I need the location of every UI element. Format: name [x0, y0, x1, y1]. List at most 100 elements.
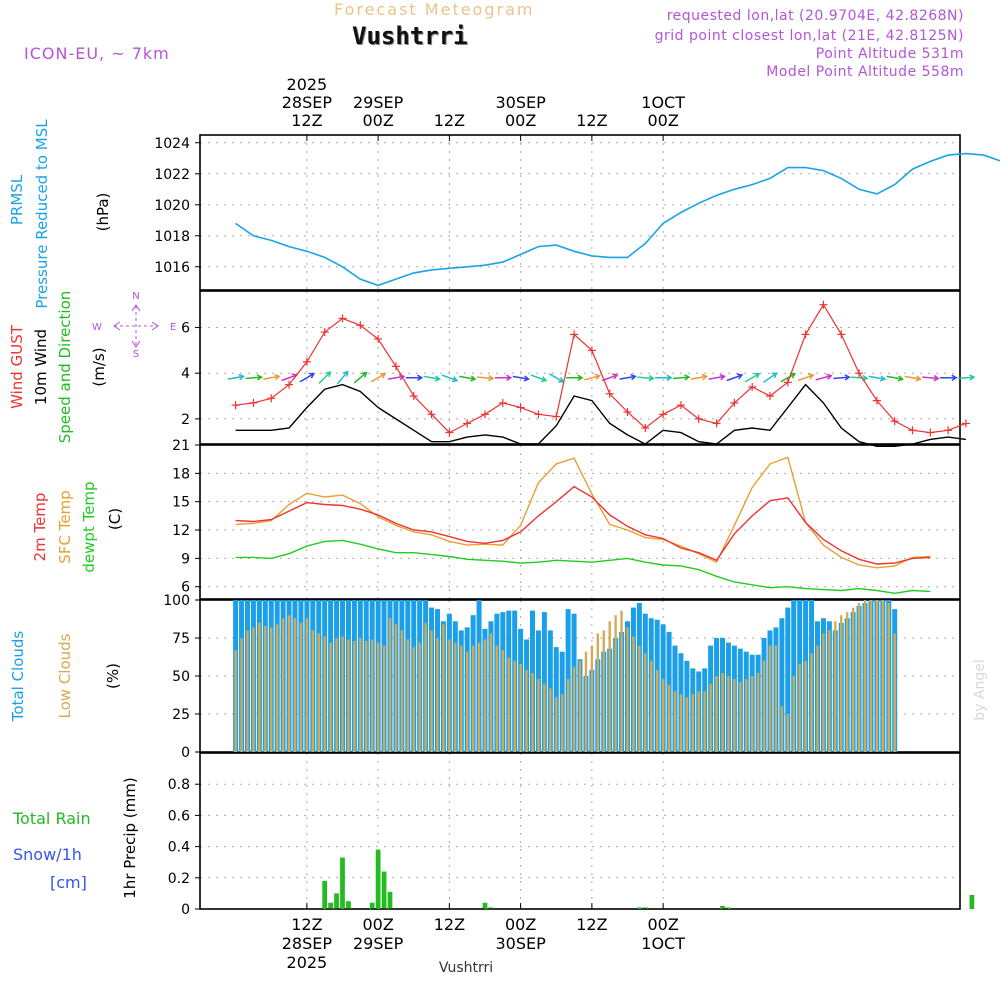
low-clouds-bar [691, 694, 694, 752]
wind-direction-arrowhead [434, 375, 441, 382]
low-clouds-bar [418, 642, 421, 752]
time-label-top: 12Z [291, 111, 322, 130]
low-clouds-bar [721, 672, 724, 752]
compass-east-label: E [170, 322, 176, 333]
low-clouds-bar [780, 706, 784, 752]
pressure-line [235, 152, 1000, 287]
wind-direction-arrow [672, 376, 689, 380]
low-clouds-bar [810, 653, 813, 752]
wind-direction-arrow [904, 375, 921, 380]
model-point-altitude: Model Point Altitude 558m [766, 64, 964, 80]
low-clouds-bar [840, 615, 843, 752]
wind-direction-arrowhead [488, 374, 495, 382]
wind-direction-arrow [353, 372, 367, 384]
low-clouds-bar [887, 603, 890, 752]
wind-direction-label: Speed and Direction [56, 291, 74, 444]
total-clouds-bar [785, 607, 791, 752]
precip-unit-label: 1hr Precip (mm) [121, 777, 139, 898]
footer-location: Vushtrri [439, 960, 493, 976]
low-clouds-bar [863, 600, 867, 752]
low-clouds-bar [359, 638, 362, 752]
low-clouds-bar [733, 679, 736, 752]
low-clouds-bar [341, 636, 344, 752]
wind-direction-arrowhead [558, 377, 565, 383]
wind-direction-arrow [922, 376, 939, 380]
low-clouds-bar [869, 600, 873, 752]
low-clouds-bar [881, 600, 884, 752]
low-clouds-bar [768, 645, 772, 752]
compass-south-label: S [133, 349, 139, 360]
low-clouds-bar [745, 679, 748, 752]
wind-direction-arrow [601, 374, 618, 382]
low-clouds-bar [400, 630, 404, 752]
wind-direction-arrowhead [470, 375, 477, 382]
low-clouds-bar [822, 633, 825, 752]
low-clouds-bar [804, 660, 807, 752]
prmsl-label: PRMSL [8, 174, 26, 225]
low-clouds-bar [353, 641, 356, 752]
low-clouds-bar [281, 618, 285, 752]
compass-north-label: N [132, 291, 139, 302]
wind-direction-arrowhead [666, 374, 673, 381]
time-label-top: 2025 [287, 75, 328, 94]
temperature-ytick-label: 21 [172, 438, 190, 454]
precip-ytick-label: 0.4 [168, 840, 190, 856]
wind-direction-arrowhead [648, 374, 655, 382]
low-clouds-bar [572, 666, 576, 752]
temperature-ytick-label: 18 [172, 466, 190, 482]
temperature-ytick-label: 12 [172, 523, 190, 539]
low-clouds-bar [584, 651, 588, 752]
low-clouds-bar [347, 639, 350, 752]
low-clouds-bar [436, 638, 439, 752]
low-clouds-bar [786, 714, 789, 752]
wind-direction-arrow [957, 376, 974, 380]
snow-label: Snow/1h [13, 845, 82, 864]
time-label-bottom: 12Z [291, 915, 322, 934]
rain-bar [381, 871, 387, 909]
wind-gust-line [235, 303, 967, 434]
time-label-top: 30SEP [495, 93, 546, 112]
rain-bar [346, 901, 351, 909]
time-label-bottom: 00Z [362, 915, 393, 934]
wind-direction-arrowhead [540, 376, 548, 383]
low-clouds-bar [454, 642, 457, 752]
time-label-bottom: 00Z [505, 915, 536, 934]
low-clouds-bar [412, 647, 415, 752]
dewpt-temp-label: dewpt Temp [80, 481, 98, 572]
rain-bar [642, 907, 648, 909]
rain-bar [375, 849, 381, 909]
rain-bar [340, 857, 345, 909]
low-clouds-bar [875, 600, 879, 752]
precip-ytick-label: 0.2 [168, 871, 190, 887]
temperature-ytick-label: 15 [172, 495, 190, 511]
wind-direction-arrow [336, 371, 349, 385]
precip-panel-frame [199, 752, 961, 910]
low-clouds-bar [561, 694, 564, 752]
low-clouds-bar [299, 622, 303, 752]
wind-direction-arrow [780, 373, 796, 383]
wind-direction-arrow [583, 374, 600, 381]
pressure-ytick-label: 1016 [154, 260, 190, 276]
pressure-ytick-label: 1022 [154, 167, 190, 183]
low-clouds-bar [406, 639, 409, 752]
wind-direction-arrowhead [879, 375, 887, 382]
wind-direction-arrow [619, 375, 636, 380]
wind-direction-arrowhead [754, 372, 761, 379]
low-clouds-bar [667, 685, 671, 752]
low-clouds-bar [460, 645, 463, 752]
rain-bar [969, 894, 975, 909]
total-clouds-label: Total Clouds [9, 631, 27, 723]
time-label-top: 28SEP [282, 93, 333, 112]
low-clouds-bar [442, 624, 445, 752]
low-clouds-bar [590, 645, 594, 752]
grid-point-coordinates: grid point closest lon,lat (21E, 42.8125… [654, 28, 964, 44]
low-clouds-bar [252, 627, 255, 752]
clouds-ytick-label: 25 [172, 707, 190, 723]
wind-direction-arrowhead [630, 373, 637, 381]
low-clouds-bar [656, 669, 659, 752]
low-clouds-bar [816, 645, 819, 752]
low-clouds-bar [543, 683, 546, 752]
rain-bar [482, 902, 488, 909]
low-clouds-bar [893, 633, 896, 752]
